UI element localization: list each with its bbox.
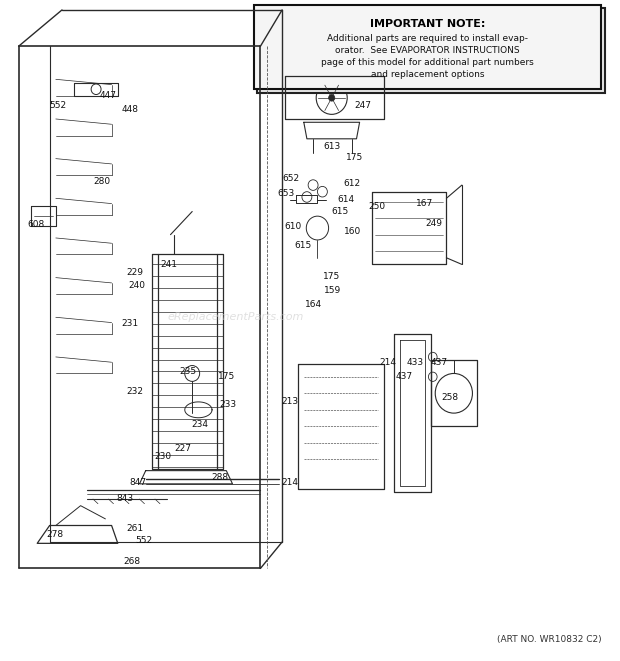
Text: 231: 231 <box>122 319 139 329</box>
Text: 433: 433 <box>407 358 424 367</box>
Text: 258: 258 <box>441 393 458 403</box>
Text: 230: 230 <box>154 451 171 461</box>
Text: 241: 241 <box>160 260 177 269</box>
Text: 552: 552 <box>49 101 66 110</box>
Text: (ART NO. WR10832 C2): (ART NO. WR10832 C2) <box>497 635 601 644</box>
Text: 437: 437 <box>396 372 413 381</box>
Text: 214: 214 <box>379 358 396 367</box>
Text: 613: 613 <box>323 142 340 151</box>
Text: eReplacementParts.com: eReplacementParts.com <box>167 312 304 323</box>
Text: 214: 214 <box>281 478 299 487</box>
Text: 847: 847 <box>129 478 146 487</box>
Text: 234: 234 <box>191 420 208 429</box>
Text: 160: 160 <box>343 227 361 236</box>
Text: 175: 175 <box>218 372 235 381</box>
Text: 240: 240 <box>128 281 145 290</box>
Circle shape <box>329 95 335 101</box>
Text: 164: 164 <box>304 299 322 309</box>
Text: 288: 288 <box>211 473 229 482</box>
Text: 159: 159 <box>324 286 342 295</box>
Text: 250: 250 <box>368 202 386 211</box>
Text: 175: 175 <box>346 153 363 162</box>
Text: 232: 232 <box>126 387 144 396</box>
Text: IMPORTANT NOTE:: IMPORTANT NOTE: <box>370 19 485 29</box>
Text: 213: 213 <box>281 397 299 407</box>
Text: 447: 447 <box>100 91 117 100</box>
Text: 261: 261 <box>126 524 144 533</box>
Text: 653: 653 <box>278 188 295 198</box>
Text: 278: 278 <box>46 529 63 539</box>
Text: 175: 175 <box>323 272 340 281</box>
Text: 552: 552 <box>135 536 153 545</box>
Text: 612: 612 <box>343 179 361 188</box>
Text: 280: 280 <box>94 177 111 186</box>
Text: Additional parts are required to install evap-
orator.  See EVAPORATOR INSTRUCTI: Additional parts are required to install… <box>321 34 534 79</box>
Text: 843: 843 <box>117 494 134 503</box>
Text: 233: 233 <box>219 400 237 409</box>
Text: 268: 268 <box>123 557 140 566</box>
Text: 615: 615 <box>294 241 311 251</box>
Text: 247: 247 <box>354 101 371 110</box>
Text: 614: 614 <box>337 195 355 204</box>
Text: 608: 608 <box>27 220 45 229</box>
FancyBboxPatch shape <box>257 8 604 93</box>
Text: 167: 167 <box>416 199 433 208</box>
Text: 437: 437 <box>430 358 448 367</box>
Text: 652: 652 <box>283 174 300 183</box>
FancyBboxPatch shape <box>254 5 601 89</box>
Text: 249: 249 <box>425 219 443 228</box>
Text: 235: 235 <box>179 367 197 376</box>
Text: 615: 615 <box>331 207 348 216</box>
Text: 610: 610 <box>284 221 301 231</box>
Text: 227: 227 <box>174 444 192 453</box>
Text: 229: 229 <box>126 268 144 277</box>
Text: 448: 448 <box>122 104 139 114</box>
